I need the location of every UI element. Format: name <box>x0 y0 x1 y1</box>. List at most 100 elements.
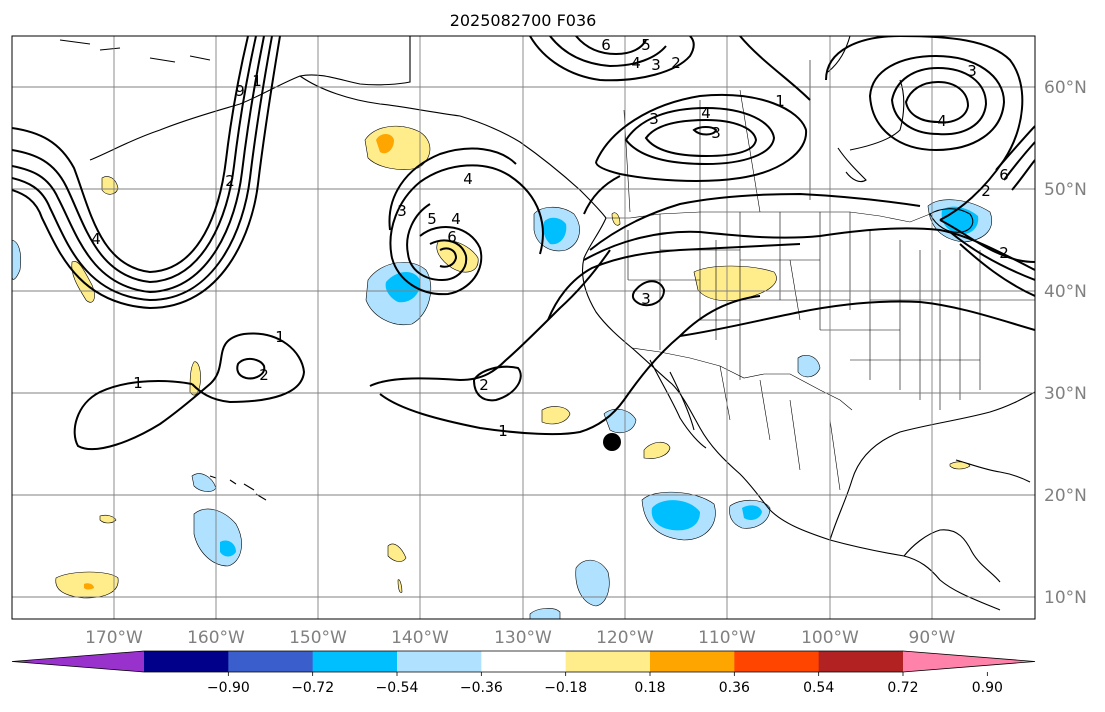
hudson-bay <box>827 36 905 183</box>
negative-anomaly-patch <box>797 355 821 378</box>
mexico-states <box>719 365 841 491</box>
colorbar: −0.90 −0.72 −0.54 −0.36 −0.18 0.18 0.36 0.54 0.7… <box>11 650 1036 696</box>
contour-label: 5 <box>427 210 437 228</box>
lon-tick-label: 100°W <box>801 628 859 648</box>
contour-label: 4 <box>91 230 101 248</box>
map-area: 1 9 2 4 3 5 4 6 4 1 1 2 1 2 3 6 5 4 3 2 … <box>12 36 1035 619</box>
contour-label: 2 <box>999 244 1009 262</box>
negative-anomaly-patch <box>529 608 561 619</box>
lat-tick-label: 10°N <box>1044 588 1087 608</box>
contour-label: 1 <box>252 72 262 90</box>
colorbar-tick-label: −0.72 <box>291 680 334 696</box>
contour-label: 4 <box>701 104 711 122</box>
aleutians <box>59 39 211 63</box>
contour-label: 5 <box>641 36 651 54</box>
lon-tick-label: 160°W <box>187 628 245 648</box>
map-frame <box>11 35 1036 620</box>
contour-line <box>583 36 811 215</box>
contour-line <box>692 126 718 136</box>
contour-label: 4 <box>937 112 947 130</box>
lon-tick-label: 120°W <box>596 628 654 648</box>
positive-anomaly-patch <box>101 176 119 195</box>
colorbar-swatch <box>565 651 651 672</box>
colorbar-extend-high <box>903 651 1035 672</box>
colorbar-swatch <box>144 651 229 672</box>
location-marker <box>603 433 621 451</box>
colorbar-tick-label: 0.18 <box>634 680 665 696</box>
negative-anomaly-core <box>543 217 567 245</box>
colorbar-swatch <box>481 651 567 672</box>
lon-tick-label: 110°W <box>698 628 756 648</box>
contour-label: 4 <box>463 170 473 188</box>
contour-line <box>1011 159 1035 191</box>
lat-tick-label: 50°N <box>1044 180 1087 200</box>
yucatan <box>903 529 1001 583</box>
baja <box>649 359 707 449</box>
positive-anomaly-core <box>376 134 394 154</box>
negative-anomaly-patch <box>193 508 242 567</box>
contour-labels: 1 9 2 4 3 5 4 6 4 1 1 2 1 2 3 6 5 4 3 2 … <box>91 36 1009 440</box>
contour-label: 6 <box>601 36 611 54</box>
colorbar-swatch <box>650 651 735 672</box>
colorbar-swatch <box>312 651 398 672</box>
contour-line <box>959 243 1035 297</box>
contour-line <box>939 219 1035 263</box>
contour-label: 2 <box>225 172 235 190</box>
contour-line <box>549 36 667 68</box>
contour-label: 9 <box>235 82 245 100</box>
contour-line <box>679 300 1035 337</box>
graticule <box>12 36 1035 619</box>
colorbar-tick-label: 0.54 <box>803 680 834 696</box>
contour-label: 3 <box>649 110 659 128</box>
colorbar-swatch <box>228 651 314 672</box>
longitude-ticks: 170°W 160°W 150°W 140°W 130°W 120°W 110°… <box>85 628 956 648</box>
us-mexico-border <box>631 347 853 411</box>
positive-anomaly-patch <box>643 441 671 459</box>
map-title: 2025082700 F036 <box>450 11 597 30</box>
colorbar-swatch <box>818 651 904 672</box>
contour-label: 1 <box>275 328 285 346</box>
coastlines <box>59 36 1035 611</box>
contour-line <box>595 94 808 182</box>
lon-tick-label: 130°W <box>494 628 552 648</box>
contour-line <box>12 36 281 310</box>
alaska-coast <box>89 36 607 219</box>
contour-label: 2 <box>259 366 269 384</box>
contour-label: 6 <box>999 166 1009 184</box>
colorbar-tick-label: −0.90 <box>207 680 250 696</box>
colorbar-outline <box>11 650 1036 673</box>
na-west-coast <box>581 217 1001 611</box>
contour-label: 3 <box>967 62 977 80</box>
contour-line <box>825 36 1024 221</box>
contour-label: 3 <box>711 124 721 142</box>
contour-line <box>12 36 249 274</box>
contour-line <box>73 332 306 451</box>
contour-line <box>547 243 801 321</box>
positive-anomaly-patch <box>387 543 407 562</box>
contour-label: 2 <box>479 376 489 394</box>
positive-anomaly-patch <box>541 406 571 425</box>
contour-line <box>529 36 695 82</box>
lon-tick-label: 170°W <box>85 628 143 648</box>
contour-label: 1 <box>498 422 508 440</box>
colorbar-tick-label: −0.18 <box>544 680 587 696</box>
contour-line <box>236 358 266 380</box>
colorbar-tick-label: 0.36 <box>719 680 750 696</box>
contour-line <box>1003 141 1035 181</box>
contour-line <box>589 192 921 251</box>
contour-line <box>389 164 544 296</box>
lon-tick-label: 150°W <box>289 628 347 648</box>
positive-anomaly-patch <box>189 361 201 396</box>
contour-label: 6 <box>447 228 457 246</box>
lat-tick-label: 40°N <box>1044 282 1087 302</box>
contour-label: 4 <box>451 210 461 228</box>
contour-label: 3 <box>641 290 651 308</box>
positive-anomaly-patch <box>949 461 971 470</box>
contour-line <box>904 80 970 124</box>
contour-line <box>369 249 611 387</box>
contour-line <box>406 203 468 282</box>
negative-anomaly-patch <box>575 559 610 607</box>
contour-line <box>868 54 1006 152</box>
contour-line <box>575 36 647 56</box>
